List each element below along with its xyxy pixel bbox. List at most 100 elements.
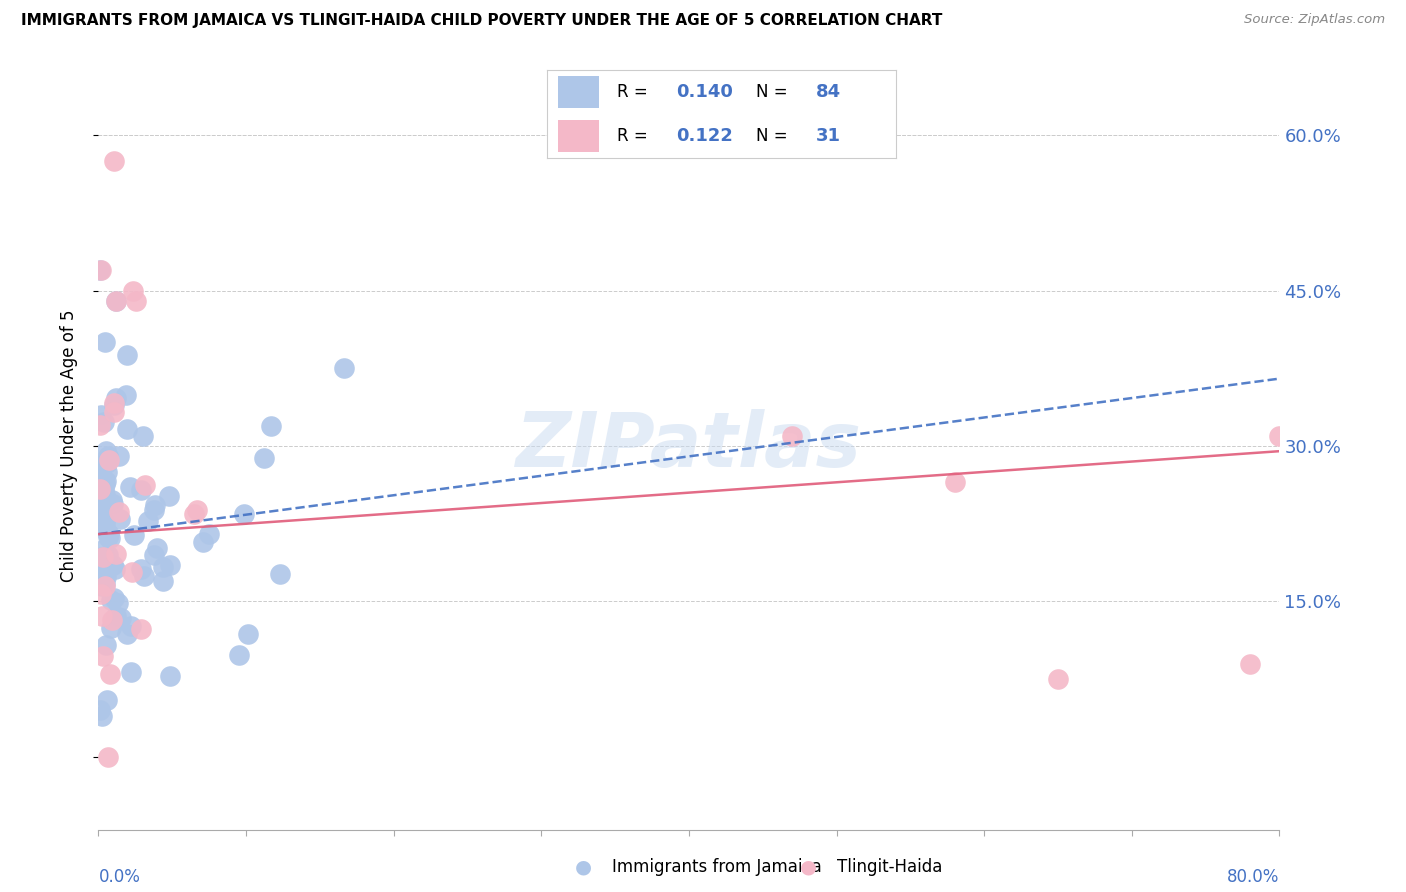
- Point: [233, 507, 256, 521]
- Point: [93, 541, 115, 556]
- Text: ●: ●: [800, 857, 817, 877]
- Point: [97, 750, 120, 764]
- Point: [110, 611, 132, 625]
- Point: [91, 562, 114, 576]
- Point: [96, 638, 118, 652]
- Point: [253, 450, 276, 465]
- Point: [94, 516, 117, 530]
- Point: [89, 573, 111, 587]
- Point: [269, 566, 291, 581]
- Point: [91, 503, 114, 517]
- Point: [238, 626, 260, 640]
- Point: [146, 541, 169, 555]
- Point: [191, 535, 214, 549]
- Point: [107, 596, 129, 610]
- Point: [94, 570, 117, 584]
- Point: [89, 262, 111, 277]
- Point: [103, 497, 125, 511]
- Point: [96, 693, 118, 707]
- Point: [124, 293, 146, 308]
- Point: [159, 558, 181, 573]
- Point: [91, 549, 114, 564]
- Point: [98, 526, 121, 541]
- Point: [152, 574, 174, 588]
- Point: [105, 293, 128, 308]
- Point: [105, 608, 128, 623]
- Point: [91, 649, 114, 664]
- Point: [96, 450, 118, 464]
- Point: [115, 422, 138, 436]
- Point: [107, 505, 129, 519]
- Point: [333, 361, 356, 376]
- Point: [105, 293, 128, 308]
- Point: [89, 418, 111, 433]
- Point: [98, 453, 121, 467]
- Point: [100, 592, 122, 607]
- Point: [152, 559, 174, 574]
- Point: [131, 622, 153, 636]
- Point: [93, 483, 115, 497]
- Point: [91, 549, 114, 564]
- Point: [1239, 657, 1261, 671]
- Point: [89, 482, 111, 496]
- Point: [134, 569, 156, 583]
- Text: ●: ●: [575, 857, 592, 877]
- Point: [143, 548, 166, 562]
- Point: [90, 557, 112, 571]
- Point: [90, 262, 112, 277]
- Point: [122, 528, 145, 542]
- Point: [183, 508, 205, 522]
- Point: [100, 613, 122, 627]
- Point: [90, 579, 112, 593]
- Point: [89, 475, 111, 489]
- Point: [93, 512, 115, 526]
- Point: [93, 576, 115, 591]
- Point: [90, 408, 112, 422]
- Point: [93, 579, 115, 593]
- Point: [103, 591, 125, 605]
- Point: [159, 669, 181, 683]
- Text: 80.0%: 80.0%: [1227, 869, 1279, 887]
- Point: [103, 558, 125, 573]
- Point: [142, 503, 165, 517]
- Point: [115, 387, 138, 401]
- Point: [260, 419, 283, 434]
- Point: [228, 648, 250, 662]
- Point: [118, 480, 141, 494]
- Point: [136, 514, 159, 528]
- Text: 0.0%: 0.0%: [98, 869, 141, 887]
- Point: [1298, 418, 1320, 433]
- Point: [198, 527, 221, 541]
- Point: [108, 512, 131, 526]
- Point: [1046, 672, 1070, 686]
- Point: [782, 428, 804, 442]
- Point: [94, 444, 117, 458]
- Point: [97, 548, 120, 562]
- Point: [94, 474, 117, 488]
- Point: [120, 619, 142, 633]
- Point: [103, 396, 125, 410]
- Point: [96, 465, 118, 479]
- Point: [91, 608, 114, 623]
- Point: [143, 498, 166, 512]
- Point: [90, 587, 112, 601]
- Point: [943, 475, 966, 490]
- Point: [94, 476, 117, 491]
- Point: [115, 348, 138, 362]
- Text: Tlingit-Haida: Tlingit-Haida: [837, 858, 942, 876]
- Point: [96, 552, 118, 566]
- Point: [90, 496, 112, 510]
- Point: [103, 398, 125, 412]
- Point: [129, 483, 152, 497]
- Text: Immigrants from Jamaica: Immigrants from Jamaica: [612, 858, 821, 876]
- Point: [122, 284, 145, 298]
- Point: [93, 416, 115, 430]
- Point: [120, 665, 142, 680]
- Point: [134, 477, 156, 491]
- Point: [94, 497, 117, 511]
- Point: [89, 703, 111, 717]
- Point: [121, 565, 143, 579]
- Point: [100, 621, 122, 635]
- Point: [186, 503, 208, 517]
- Point: [94, 335, 117, 350]
